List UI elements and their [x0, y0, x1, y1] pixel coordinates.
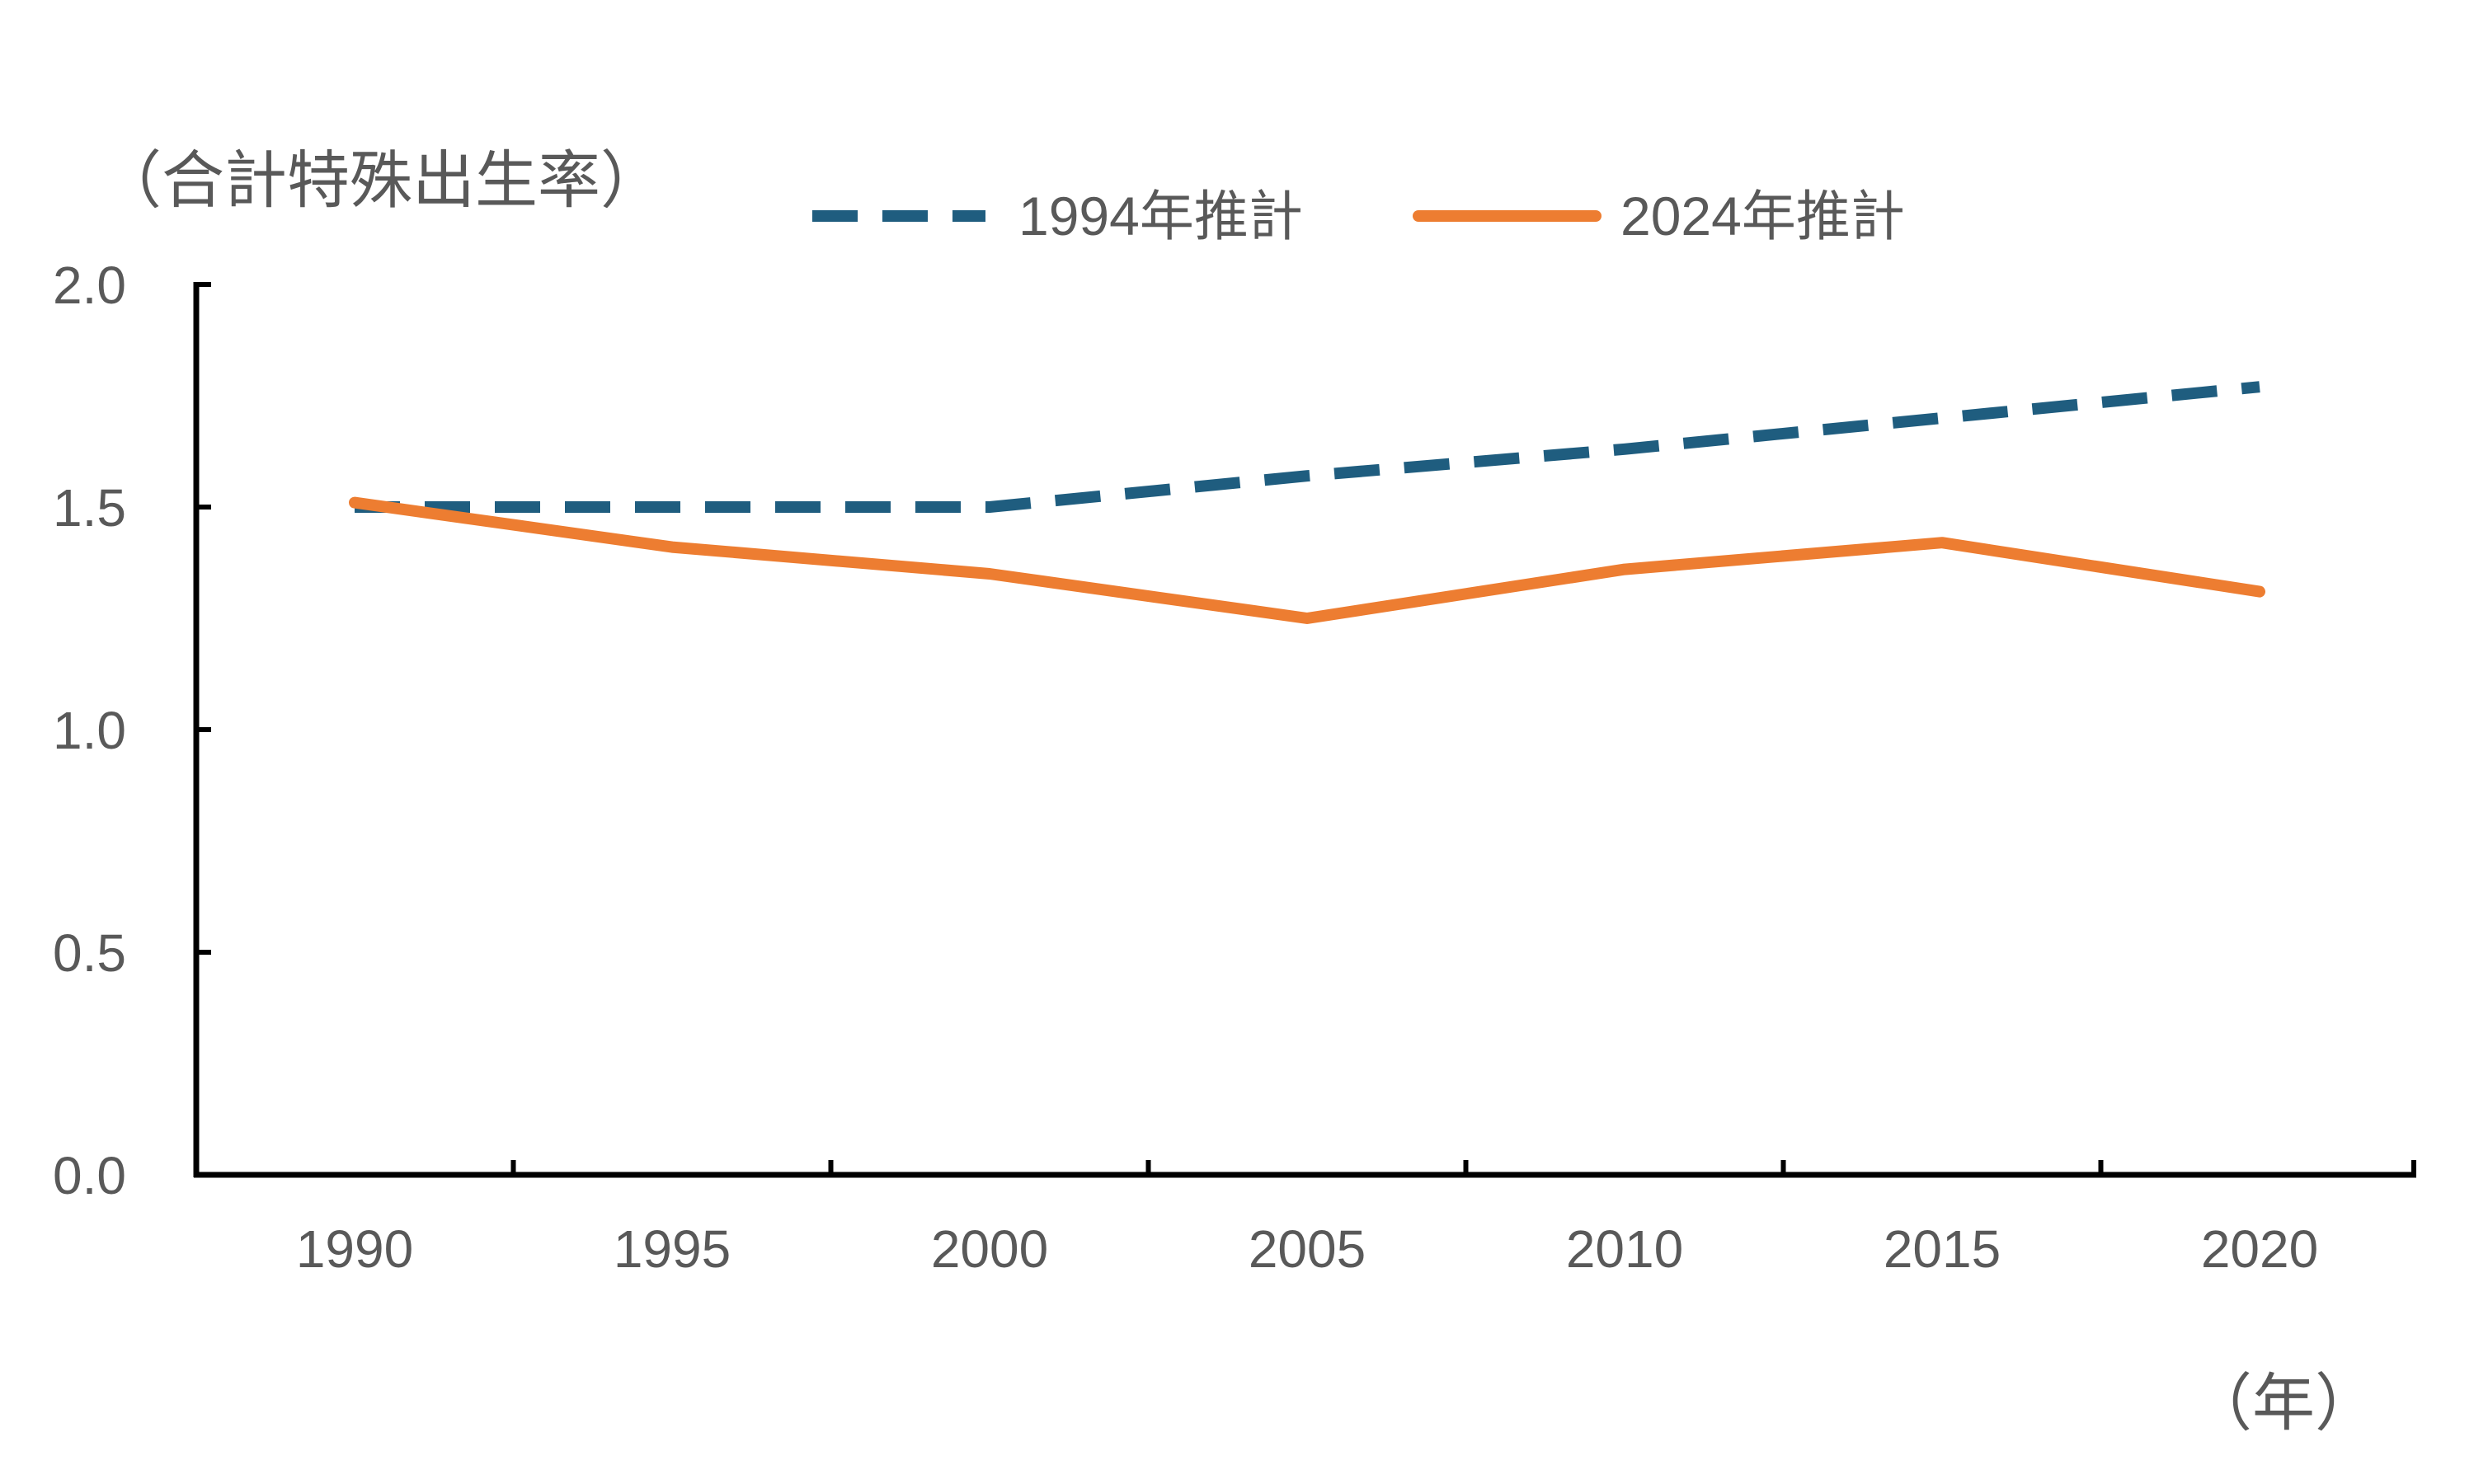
- x-tick-label: 2010: [1566, 1219, 1683, 1279]
- series-line-1: [355, 381, 2260, 513]
- y-tick-label: 1.0: [53, 701, 126, 760]
- x-tick-label: 1990: [296, 1219, 413, 1279]
- x-tick-label: 2005: [1249, 1219, 1366, 1279]
- y-tick-label: 2.0: [53, 256, 126, 315]
- y-tick-label: 1.5: [53, 478, 126, 538]
- series-line-2: [349, 496, 2265, 624]
- y-tick-label: 0.5: [53, 923, 126, 983]
- x-tick-label: 2020: [2201, 1219, 2318, 1279]
- y-axis-title: （合計特殊出生率）: [99, 146, 663, 216]
- x-axis-unit-label: （年）: [2189, 1369, 2378, 1439]
- x-tick-label: 2015: [1884, 1219, 2001, 1279]
- y-tick-label: 0.0: [53, 1146, 126, 1205]
- x-tick-label: 2000: [931, 1219, 1048, 1279]
- legend-label-2: 2024年推計: [1620, 186, 1905, 247]
- legend-label-1: 1994年推計: [1018, 186, 1303, 247]
- series-layer: [349, 381, 2265, 624]
- legend: 1994年推計 2024年推計: [812, 186, 1905, 247]
- x-tick-label: 1995: [614, 1219, 731, 1279]
- axes: 0.0 0.5 1.0 1.5 2.0 1990 1995 2000 2005 2010 2015 2…: [53, 256, 2416, 1279]
